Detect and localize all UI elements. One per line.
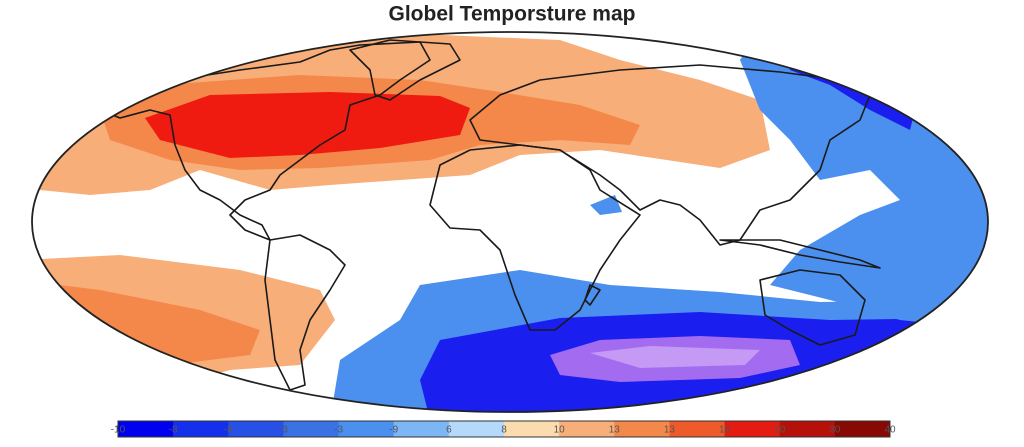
colorbar-tick-label: 30 [829, 425, 841, 436]
colorbar-segment [173, 421, 229, 437]
colorbar-segment [448, 421, 505, 437]
colorbar-segment [779, 421, 836, 437]
colorbar-segment [559, 421, 615, 437]
colorbar-tick-label: 8 [501, 425, 507, 436]
colorbar-segment [228, 421, 284, 437]
colorbar-tick-label: -8 [224, 425, 233, 436]
colorbar-tick-label: 40 [884, 425, 896, 436]
colorbar-segment [338, 421, 395, 437]
colorbar-tick-label: -9 [389, 425, 398, 436]
colorbar-tick-label: 20 [774, 425, 786, 436]
colorbar-segment [834, 421, 891, 437]
globe-outline [31, 31, 989, 413]
colorbar: -10 -8 -8 -3 -3 -9 6 8 10 13 13 18 20 30 40 [111, 420, 896, 438]
map-title: Globel Temporsture map [389, 3, 636, 26]
colorbar-segment [669, 421, 726, 437]
colorbar-frame [117, 420, 891, 438]
colorbar-tick-label: -10 [111, 425, 126, 436]
colorbar-segment [504, 421, 560, 437]
colorbar-tick-label: 6 [446, 425, 452, 436]
colorbar-tick-label: -3 [279, 425, 288, 436]
colorbar-segment [724, 421, 781, 437]
colorbar-tick-label: 13 [609, 425, 621, 436]
colorbar-tick-label: 18 [719, 425, 731, 436]
colorbar-tick-label: -8 [169, 425, 178, 436]
colorbar-tick-label: 13 [664, 425, 676, 436]
colorbar-segment [393, 421, 450, 437]
colorbar-tick-label: 10 [554, 425, 566, 436]
colorbar-segment [614, 421, 670, 437]
colorbar-segment [118, 421, 174, 437]
colorbar-segment [283, 421, 340, 437]
colorbar-tick-label: -3 [334, 425, 343, 436]
